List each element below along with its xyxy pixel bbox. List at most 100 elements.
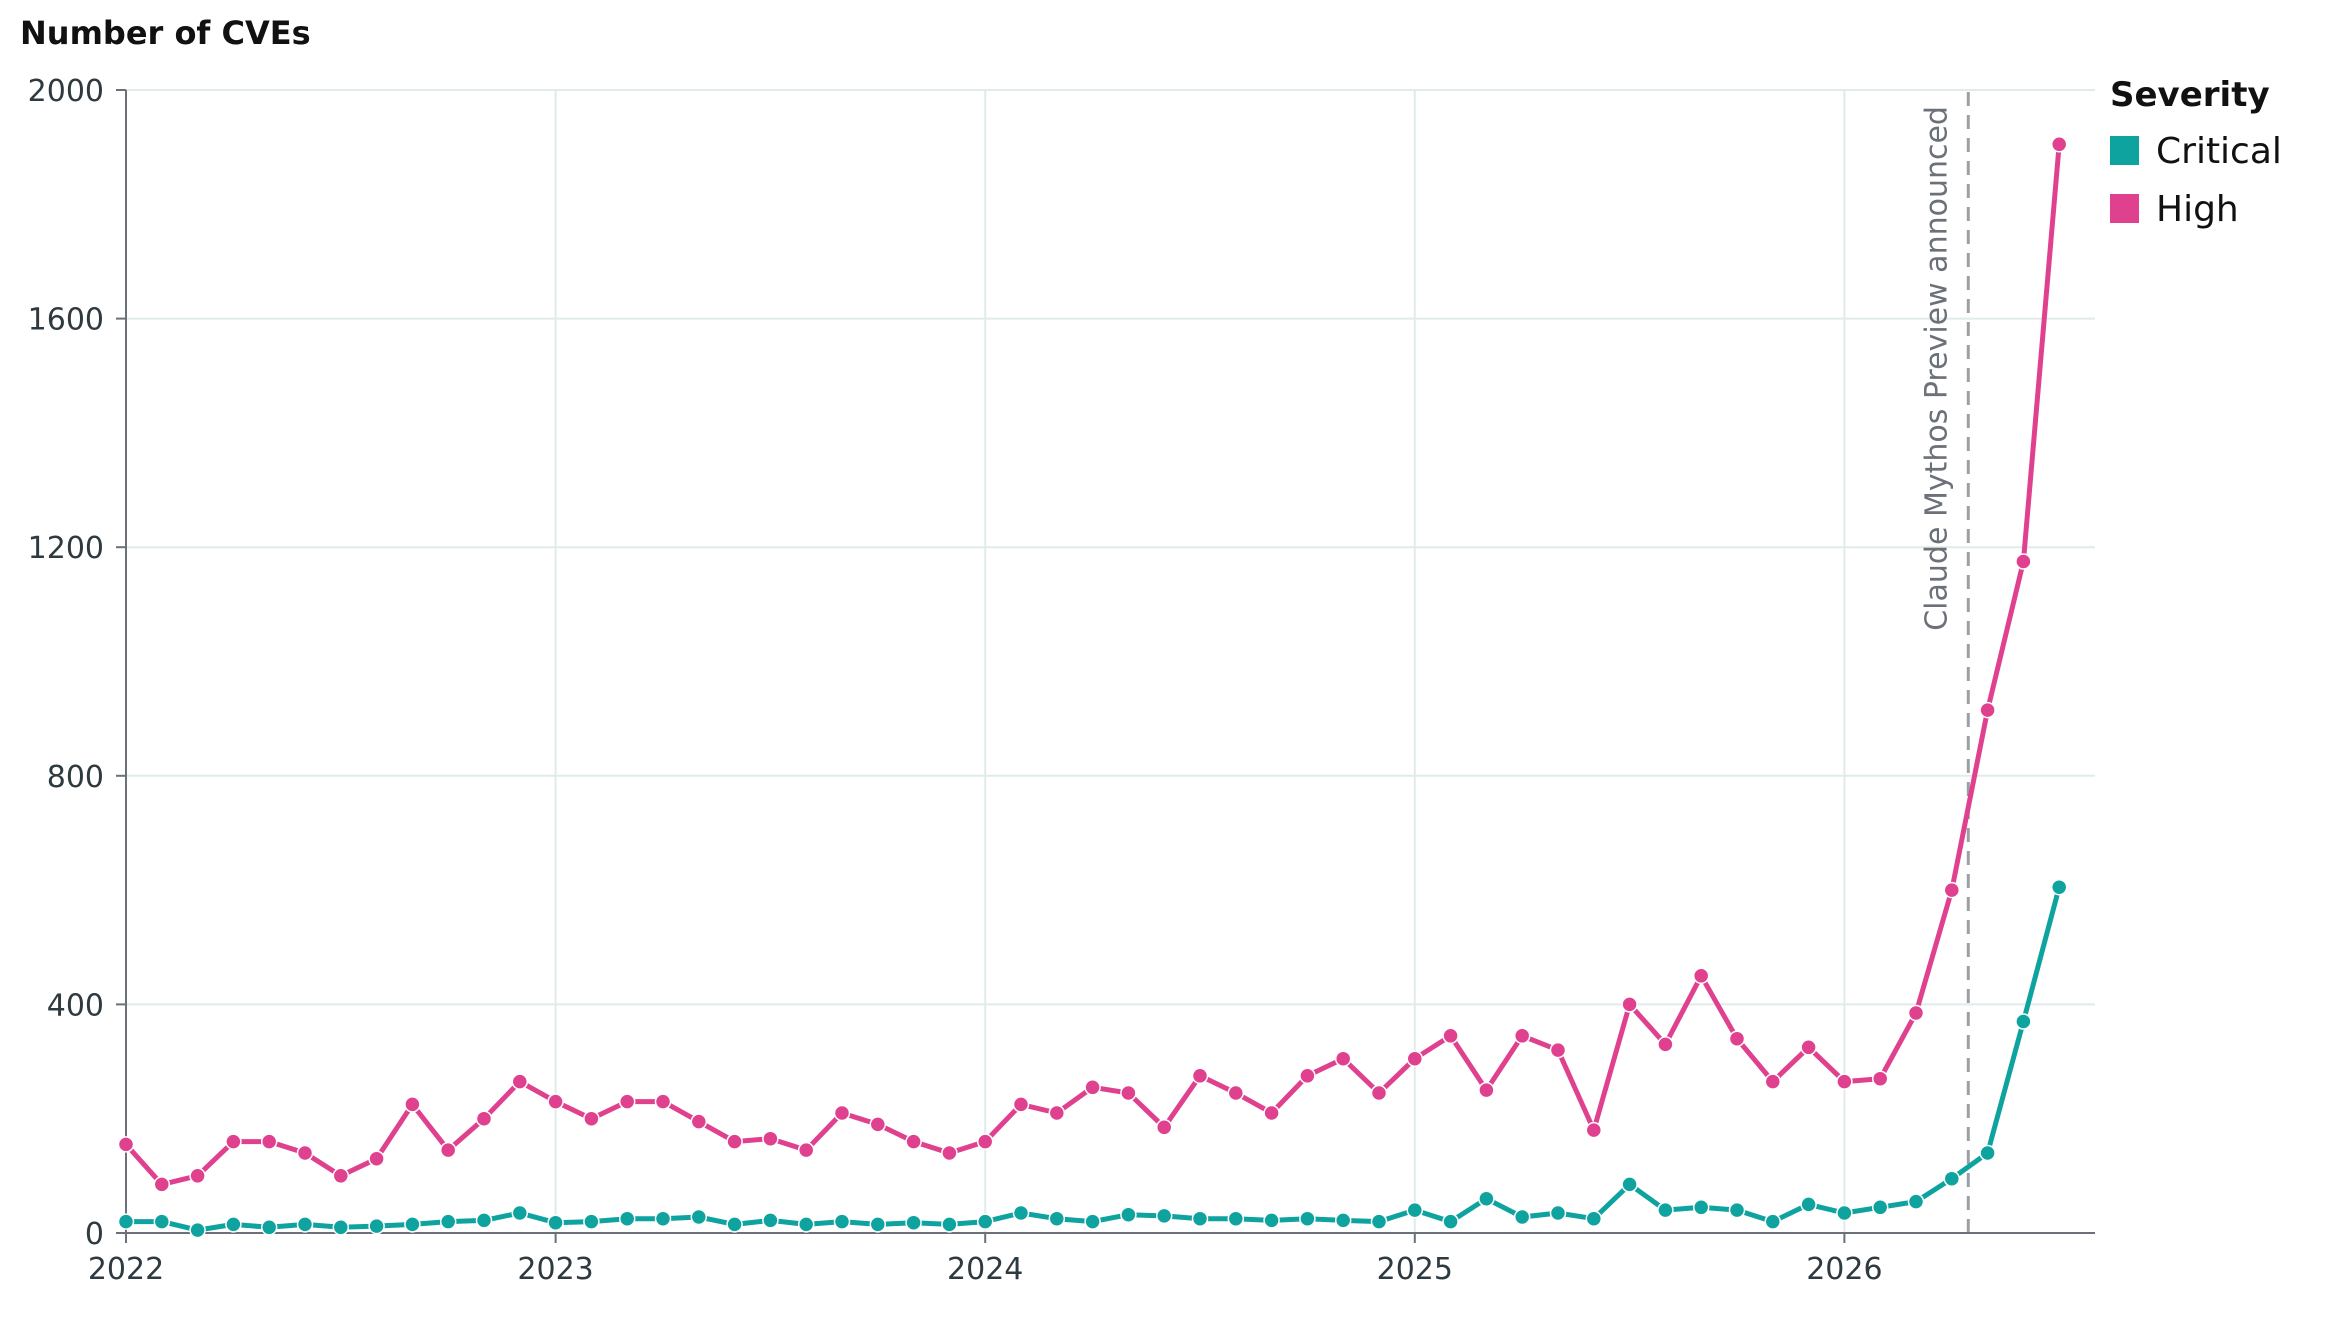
data-point xyxy=(797,1141,815,1159)
data-point xyxy=(1442,1027,1459,1045)
data-point xyxy=(189,1221,206,1239)
data-point xyxy=(1120,1206,1137,1223)
y-axis-label: Number of CVEs xyxy=(20,14,311,52)
data-point xyxy=(1299,1210,1316,1227)
data-point xyxy=(1621,1176,1638,1193)
data-point xyxy=(869,1216,887,1233)
data-point xyxy=(726,1133,743,1150)
y-tick-label: 800 xyxy=(47,760,104,795)
data-point xyxy=(833,1213,851,1230)
data-point xyxy=(654,1210,672,1227)
data-point xyxy=(332,1219,350,1236)
data-point xyxy=(1299,1067,1316,1085)
data-point xyxy=(260,1219,278,1236)
data-point xyxy=(1836,1204,1853,1222)
data-point xyxy=(2015,553,2032,570)
data-point xyxy=(1836,1073,1853,1090)
data-point xyxy=(1585,1210,1603,1227)
data-point xyxy=(1513,1027,1531,1045)
data-point xyxy=(296,1144,314,1162)
data-point xyxy=(1048,1104,1066,1122)
series-line-high xyxy=(123,141,2062,1187)
data-point xyxy=(976,1213,994,1230)
data-point xyxy=(1227,1084,1245,1102)
data-point xyxy=(654,1093,672,1110)
data-point xyxy=(869,1116,887,1133)
data-point xyxy=(941,1144,958,1162)
data-point xyxy=(1478,1081,1495,1099)
y-tick-label: 400 xyxy=(47,988,104,1023)
data-point xyxy=(1012,1204,1030,1222)
data-point xyxy=(1943,881,1961,899)
data-point xyxy=(1657,1036,1674,1053)
data-point xyxy=(1621,996,1638,1013)
series-high xyxy=(117,136,2068,1193)
series-line-critical xyxy=(123,884,2062,1233)
data-point xyxy=(225,1133,242,1150)
data-point xyxy=(726,1216,743,1233)
data-point xyxy=(1478,1190,1495,1207)
data-point xyxy=(225,1216,242,1233)
data-point xyxy=(439,1141,457,1159)
data-point xyxy=(117,1136,135,1153)
data-point xyxy=(153,1213,171,1230)
data-point xyxy=(1692,1199,1710,1216)
data-point xyxy=(368,1150,385,1167)
data-point xyxy=(1907,1004,1925,1022)
y-tick-label: 1600 xyxy=(28,303,104,338)
axes: 0 400 800 1200 1600 2000 2022 2023 2024 2025 2026 xyxy=(28,74,2095,1287)
data-point xyxy=(1406,1050,1424,1067)
annotation-label: Claude Mythos Preview announced xyxy=(1919,106,1954,631)
data-point xyxy=(1191,1210,1209,1227)
data-point xyxy=(1943,1170,1961,1187)
data-point xyxy=(404,1096,421,1113)
data-point xyxy=(762,1130,779,1147)
legend-swatch-high xyxy=(2110,194,2139,223)
x-tick-label: 2022 xyxy=(88,1252,164,1287)
data-point xyxy=(1048,1210,1066,1227)
x-tick-label: 2025 xyxy=(1377,1252,1453,1287)
data-point xyxy=(1800,1196,1817,1213)
data-point xyxy=(1370,1213,1388,1230)
data-point xyxy=(1871,1070,1889,1087)
data-point xyxy=(475,1110,493,1127)
data-point xyxy=(1334,1050,1352,1067)
data-point xyxy=(1585,1121,1603,1139)
data-point xyxy=(1657,1201,1674,1219)
grid-lines xyxy=(125,89,2095,1233)
legend-title: Severity xyxy=(2110,75,2270,115)
data-point xyxy=(1692,967,1710,985)
data-point xyxy=(153,1176,171,1193)
legend-swatch-critical xyxy=(2110,136,2139,165)
y-tick-label: 0 xyxy=(85,1217,104,1252)
data-point xyxy=(2015,1013,2032,1030)
data-point xyxy=(1155,1207,1173,1225)
data-point xyxy=(1120,1084,1137,1102)
series-layer xyxy=(117,136,2068,1239)
data-point xyxy=(1334,1212,1352,1229)
legend-label-critical: Critical xyxy=(2156,131,2282,172)
data-point xyxy=(1800,1039,1817,1056)
data-point xyxy=(1907,1193,1925,1210)
data-point xyxy=(511,1073,529,1090)
data-point xyxy=(1191,1067,1209,1085)
data-point xyxy=(475,1212,493,1229)
data-point xyxy=(1012,1096,1030,1113)
data-point xyxy=(332,1167,350,1185)
data-point xyxy=(547,1093,564,1110)
data-point xyxy=(1155,1119,1173,1136)
data-point xyxy=(189,1167,206,1185)
data-point xyxy=(1871,1199,1889,1216)
data-point xyxy=(1549,1204,1567,1222)
data-point xyxy=(439,1213,457,1230)
data-point xyxy=(1084,1213,1101,1230)
annotation-layer: Claude Mythos Preview announced xyxy=(1919,92,1970,1233)
data-point xyxy=(941,1216,958,1233)
data-point xyxy=(976,1133,994,1150)
data-point xyxy=(797,1216,815,1233)
data-point xyxy=(260,1133,278,1150)
legend: Severity Critical High xyxy=(2110,75,2282,230)
data-point xyxy=(1263,1212,1280,1229)
data-point xyxy=(1442,1213,1459,1230)
